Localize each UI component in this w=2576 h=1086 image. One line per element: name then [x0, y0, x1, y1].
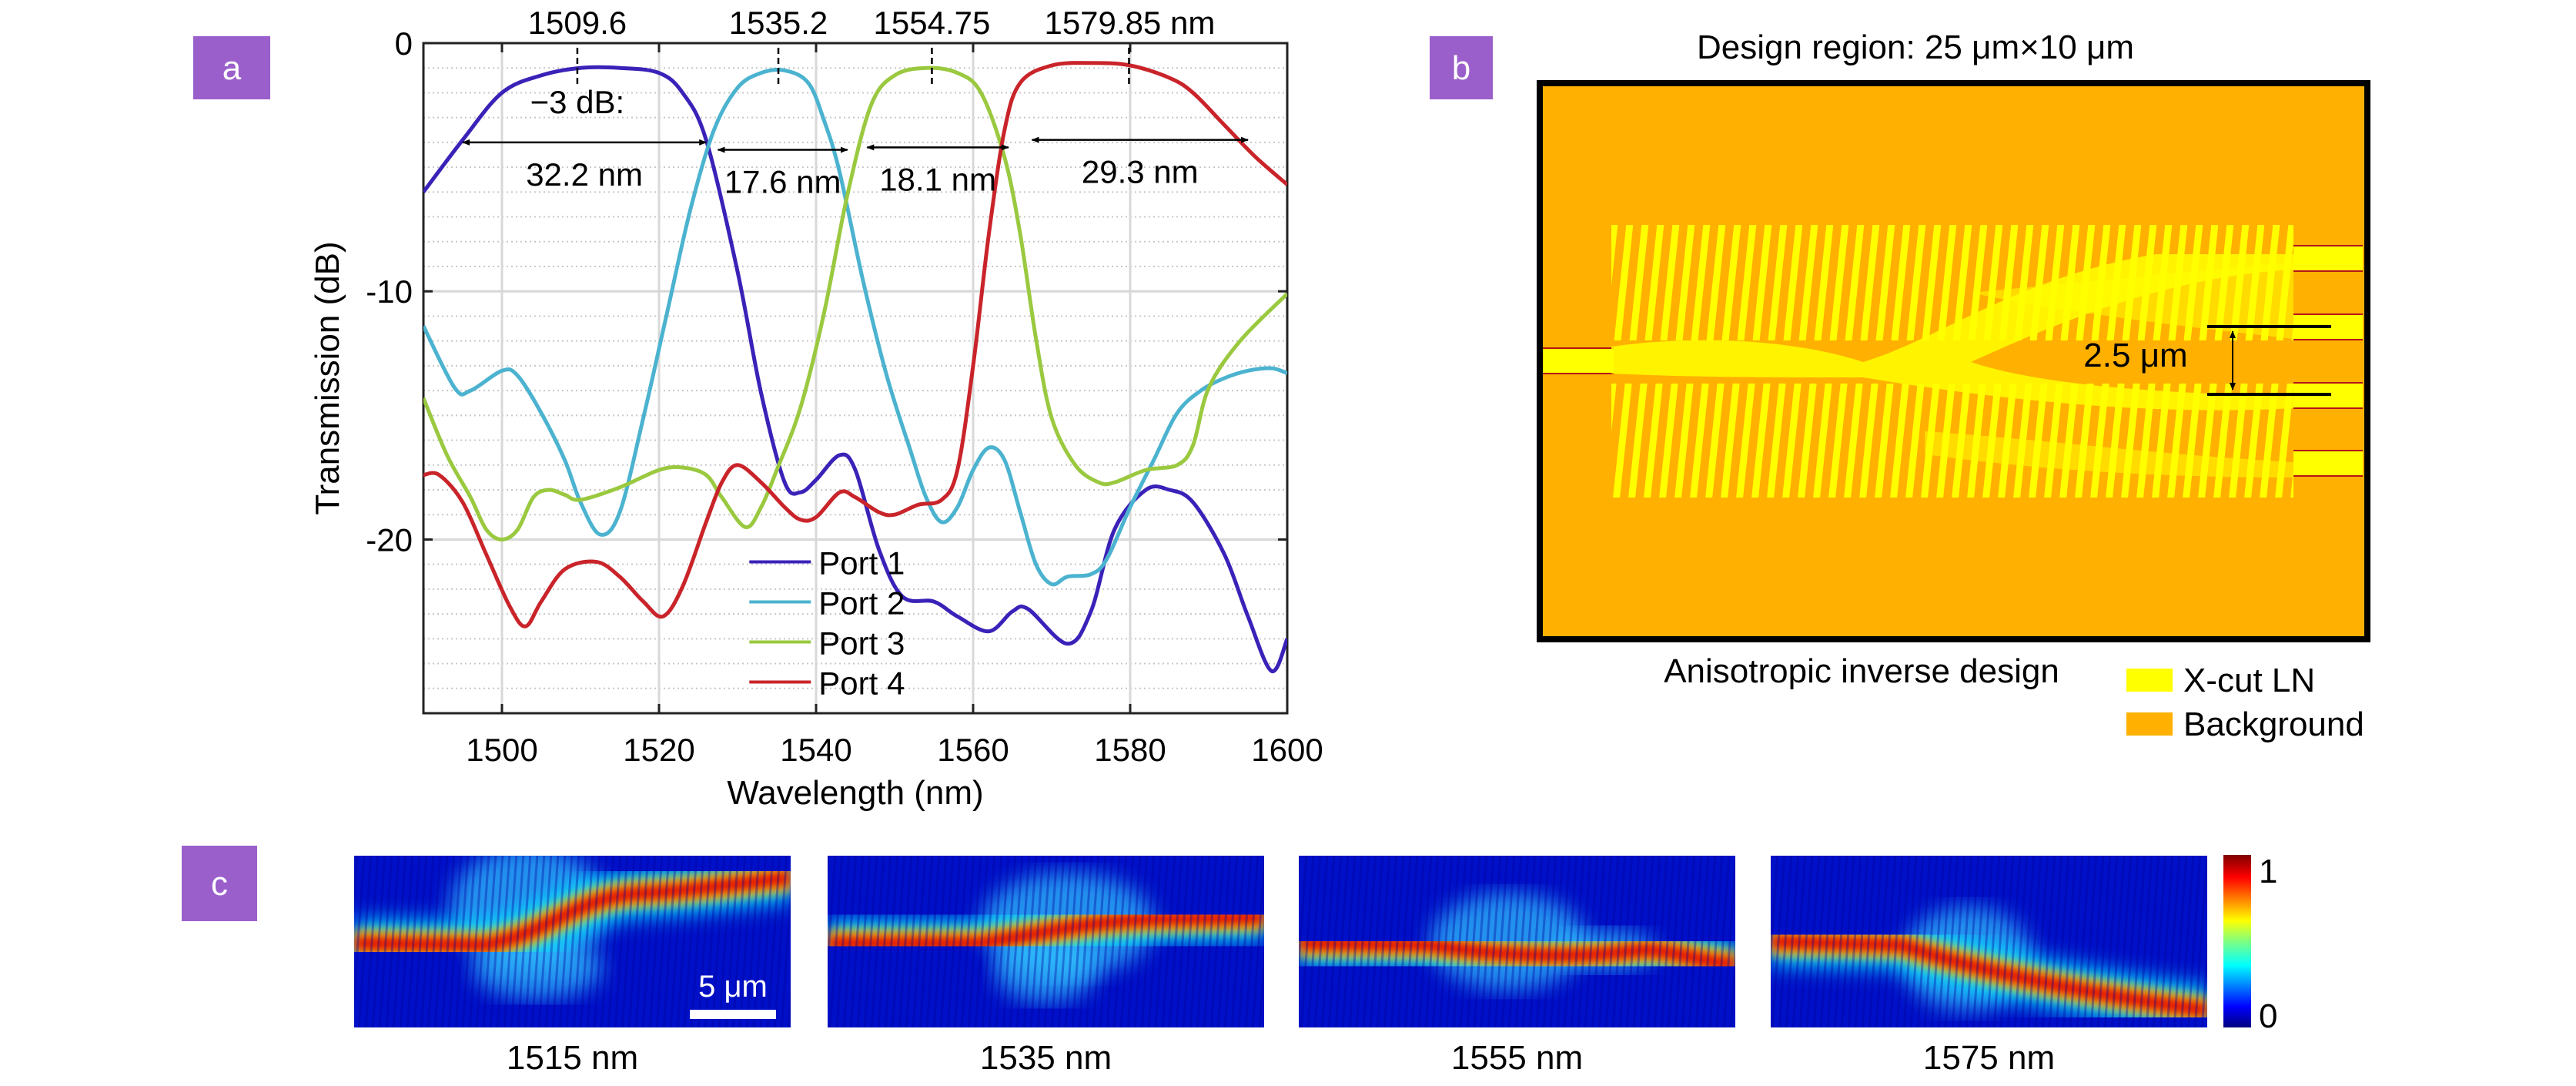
x-tick-label: 1560: [937, 732, 1009, 768]
bandwidth-label: 29.3 nm: [1082, 154, 1199, 190]
series-line-port-4: [423, 61, 1287, 628]
field-map-1515-nm: 1515 nm: [354, 856, 791, 1077]
panel-label-b: b: [1430, 36, 1493, 99]
legend-swatch-background: [2126, 712, 2173, 736]
design-legend: X-cut LN Background: [2126, 662, 2364, 743]
spacing-dimension: 2.5 μm: [2083, 325, 2331, 396]
legend-label-xcut-ln: X-cut LN: [2183, 662, 2315, 699]
peak-label: 1509.6: [528, 5, 627, 41]
panel-label-c-text: c: [211, 865, 228, 903]
peak-label: 1535.2: [729, 5, 828, 41]
scale-bar: 5 μm: [690, 970, 776, 1019]
legend-label-port-1: Port 1: [818, 545, 905, 581]
y-axis-title: Transmission (dB): [309, 241, 346, 515]
y-tick-label: -10: [366, 273, 413, 310]
legend-swatch-xcut-ln: [2126, 669, 2173, 692]
field-map-wavelength-label: 1555 nm: [1451, 1039, 1583, 1077]
output-waveguides: [2293, 245, 2363, 477]
series-line-port-3: [423, 65, 1287, 541]
y-tick-label: 0: [395, 25, 413, 62]
plot-frame: [422, 42, 1289, 715]
x-tick-label: 1600: [1251, 732, 1323, 768]
x-tick-label: 1580: [1094, 732, 1166, 768]
panel-label-a: a: [193, 36, 270, 99]
field-maps-panel: 1515 nm 1535 nm 1555 nm 1575 nm: [354, 856, 2207, 1077]
legend-label-port-3: Port 3: [818, 625, 905, 661]
panel-label-b-text: b: [1452, 49, 1470, 87]
colorbar: 1 0: [2223, 853, 2277, 1035]
x-tick-label: 1540: [780, 732, 851, 768]
x-axis-title: Wavelength (nm): [727, 774, 983, 812]
x-tick-label: 1520: [623, 732, 694, 768]
bandwidth-label: 32.2 nm: [526, 156, 643, 193]
peak-label: 1579.85 nm: [1044, 5, 1215, 41]
bandwidth-label: 18.1 nm: [879, 161, 996, 197]
threedb-label: −3 dB:: [530, 84, 625, 120]
legend-label-port-4: Port 4: [818, 665, 905, 701]
field-map-1535-nm: 1535 nm: [828, 856, 1264, 1077]
field-map-wavelength-label: 1515 nm: [507, 1039, 638, 1077]
field-map-1575-nm: 1575 nm: [1771, 856, 2207, 1077]
field-map-wavelength-label: 1535 nm: [980, 1039, 1112, 1077]
panel-label-c: c: [182, 846, 257, 921]
legend-label-port-2: Port 2: [818, 585, 905, 621]
x-tick-label: 1500: [466, 732, 537, 768]
design-caption: Anisotropic inverse design: [1664, 652, 2059, 690]
inverse-design-structure: [1543, 225, 2363, 498]
colorbar-max: 1: [2259, 853, 2277, 890]
design-region-title: Design region: 25 μm×10 μm: [1697, 28, 2134, 66]
field-map-1555-nm: 1555 nm: [1299, 856, 1735, 1077]
bandwidth-label: 17.6 nm: [724, 164, 841, 200]
legend-label-background: Background: [2183, 706, 2364, 743]
spacing-label: 2.5 μm: [2083, 337, 2187, 374]
series-line-port-2: [423, 68, 1287, 587]
field-map-wavelength-label: 1575 nm: [1923, 1039, 2055, 1077]
input-waveguide: [1543, 348, 1614, 374]
scale-bar-label: 5 μm: [698, 970, 768, 1004]
panel-label-a-text: a: [222, 49, 242, 87]
transmission-chart: 1500 1520 1540 1560 1580 1600 0 -10 -20 Wavelengt…: [309, 5, 1323, 812]
peak-label: 1554.75: [874, 5, 991, 41]
colorbar-min: 0: [2259, 997, 2277, 1035]
series-line-port-1: [423, 65, 1287, 673]
y-tick-label: -20: [366, 521, 413, 558]
design-region-panel: Design region: 25 μm×10 μm: [1537, 28, 2370, 743]
